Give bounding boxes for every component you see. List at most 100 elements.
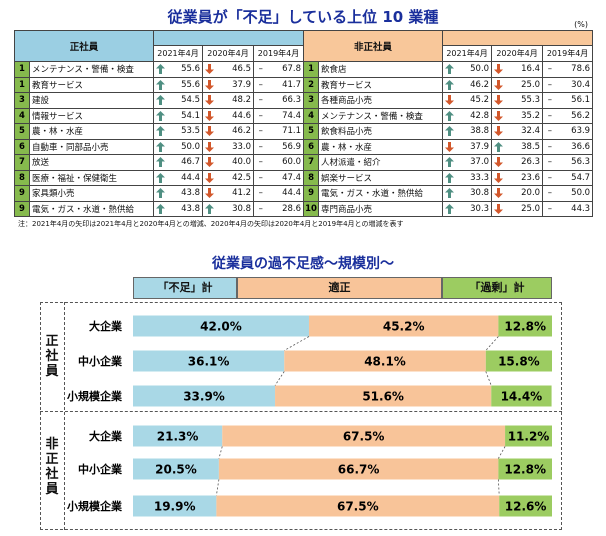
group-label-regular: 正社員 — [42, 334, 62, 379]
down-arrow-icon — [205, 79, 215, 90]
chart-title: 従業員の過不足感～規模別～ — [212, 256, 394, 272]
trend-arrow-2021 — [442, 92, 457, 109]
ranking-title: 従業員が「不足」している上位 10 業種 — [167, 8, 439, 26]
up-arrow-icon — [445, 157, 455, 167]
up-arrow-icon — [156, 95, 166, 105]
group-label-text: 正社員 — [45, 334, 59, 379]
bar-excess — [498, 458, 552, 480]
trend-arrow-2021 — [153, 61, 168, 78]
data-label: 36.1% — [188, 355, 230, 369]
bar-excess — [498, 315, 552, 337]
connector-line — [274, 371, 285, 386]
connector-line — [284, 336, 310, 351]
up-arrow-icon — [156, 157, 166, 167]
table-row: 9 電気・ガス・水道・熱供給 43.8 30.8–28.6 10 専門商品小売 30.3 25… — [14, 200, 594, 217]
rank-badge: 1 — [14, 61, 30, 78]
down-arrow-icon — [205, 188, 215, 198]
up-arrow-icon — [445, 188, 455, 198]
down-arrow-icon — [205, 95, 215, 105]
rank-badge: 9 — [14, 185, 30, 202]
rank-badge: 1 — [14, 76, 30, 93]
down-arrow-icon — [494, 126, 504, 136]
data-label: 48.1% — [364, 355, 406, 369]
data-label: 45.2% — [383, 320, 425, 334]
category-label: 中小企業 — [78, 354, 123, 368]
up-arrow-icon — [156, 64, 166, 74]
group-column-divider — [64, 302, 65, 530]
data-label: 67.5% — [343, 430, 385, 444]
table-row: 1 メンテナンス・警備・検査 55.6 46.5–67.8 1 飲食店 50.0 16.4–7… — [14, 61, 594, 78]
data-label: 67.5% — [337, 500, 379, 514]
group-label-nonregular: 非正社員 — [42, 437, 62, 497]
trend-arrow-2020 — [491, 138, 506, 155]
rank-badge: 9 — [14, 200, 30, 217]
data-label: 66.7% — [338, 463, 380, 477]
up-arrow-icon — [156, 203, 166, 214]
value-2019: 28.6 — [267, 200, 305, 217]
data-label: 42.0% — [200, 320, 242, 334]
trend-arrow-2021 — [153, 185, 168, 202]
group-divider — [40, 411, 562, 412]
up-arrow-icon — [445, 203, 455, 214]
bar-shortage — [133, 315, 309, 337]
trend-arrow-2020 — [202, 200, 217, 217]
unit-label: (%) — [574, 20, 588, 29]
data-label: 12.8% — [504, 463, 546, 477]
down-arrow-icon — [494, 64, 504, 74]
year-header: 2020年4月 — [491, 45, 544, 62]
table-row: 6 自動車・同部品小売 50.0 33.0–56.9 6 農・林・水産 37.9 38.5–3… — [14, 138, 594, 155]
bar-proper — [308, 315, 499, 337]
up-arrow-icon — [156, 188, 166, 198]
up-arrow-icon — [156, 141, 166, 152]
up-arrow-icon — [445, 110, 455, 121]
trend-arrow-2021 — [153, 169, 168, 186]
bar-shortage — [133, 458, 219, 480]
industry-name: 専門商品小売 — [318, 200, 444, 217]
bar-shortage — [133, 495, 217, 517]
group-label-text: 非正社員 — [45, 437, 59, 497]
trend-arrow-2021 — [442, 200, 457, 217]
down-arrow-icon — [205, 64, 215, 74]
bar-excess — [485, 350, 552, 372]
rank-badge: 2 — [303, 76, 320, 93]
table-row: 5 農・林・水産 53.5 46.2–71.1 5 飲食料品小売 38.8 32.4–63.9 — [14, 123, 594, 140]
category-label: 中小企業 — [78, 462, 123, 476]
connector-line — [498, 446, 506, 459]
bar-proper — [222, 425, 506, 447]
up-arrow-icon — [445, 79, 455, 90]
legend-proper: 適正 — [237, 277, 442, 299]
down-arrow-icon — [205, 157, 215, 167]
down-arrow-icon — [494, 110, 504, 121]
rank-badge: 5 — [303, 123, 320, 140]
nonregular-header-band — [442, 29, 594, 47]
down-arrow-icon — [205, 126, 215, 136]
value-2019: 44.3 — [556, 200, 594, 217]
year-header: 2021年4月 — [442, 45, 493, 62]
regular-header: 正社員 — [13, 30, 155, 62]
legend-shortage: 「不足」計 — [133, 277, 237, 299]
data-label: 15.8% — [498, 355, 540, 369]
down-arrow-icon — [205, 141, 215, 152]
down-arrow-icon — [494, 157, 504, 167]
trend-arrow-2021 — [442, 154, 457, 171]
category-label: 大企業 — [89, 429, 123, 443]
data-label: 19.9% — [154, 500, 196, 514]
connector-line — [497, 479, 500, 496]
rank-badge: 5 — [14, 123, 30, 140]
table-row: 7 放送 46.7 40.0–60.0 7 人材派遣・紹介 37.0 26.3–56.3 — [14, 154, 594, 171]
bar-proper — [275, 385, 492, 407]
chart-frame — [40, 302, 562, 530]
trend-arrow-2020 — [202, 92, 217, 109]
bar-excess — [499, 495, 552, 517]
regular-header-band — [153, 29, 305, 47]
data-label: 51.6% — [362, 390, 404, 404]
shortage-ranking-table: 正社員 非正社員 2021年4月 2020年4月 2019年4月 2021年4月… — [13, 29, 594, 217]
down-arrow-icon — [494, 203, 504, 214]
connector-line — [218, 446, 223, 459]
bar-proper — [216, 495, 500, 517]
rank-badge: 7 — [14, 154, 30, 171]
connector-line — [485, 336, 499, 351]
down-arrow-icon — [494, 95, 504, 105]
up-arrow-icon — [445, 172, 455, 183]
